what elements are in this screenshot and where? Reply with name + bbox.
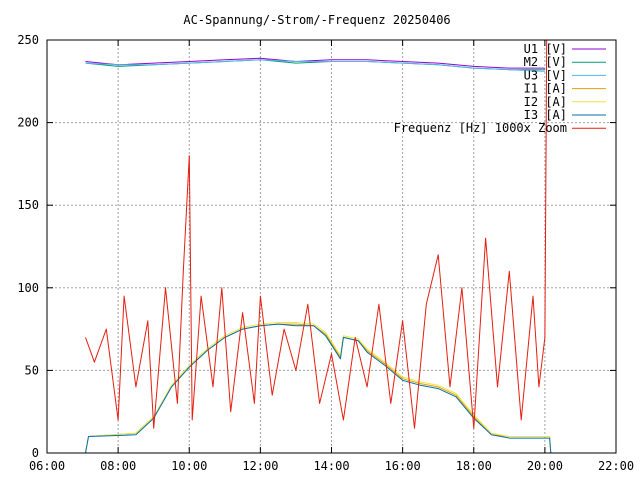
y-tick-label: 100	[17, 281, 39, 295]
x-tick-label: 06:00	[29, 459, 65, 473]
y-tick-label: 250	[17, 33, 39, 47]
chart-title: AC-Spannung/-Strom/-Frequenz 20250406	[183, 13, 450, 27]
legend-label-6: I3 [A]	[524, 108, 567, 122]
series-line-6	[85, 323, 552, 454]
legend-label-2: M2 [V]	[524, 55, 567, 69]
legend-label-3: U3 [V]	[524, 68, 567, 82]
legend-label-5: I2 [A]	[524, 95, 567, 109]
x-tick-label: 16:00	[385, 459, 421, 473]
series-layer	[85, 39, 552, 454]
legend-label-1: U1 [V]	[524, 42, 567, 56]
series-line-7	[85, 39, 548, 429]
y-tick-label: 200	[17, 116, 39, 130]
axes: 0 50 100 150 200 250 06:00 08:00 10:00 12:00 14:00…	[17, 33, 634, 473]
y-tick-label: 50	[25, 363, 39, 377]
x-tick-label: 22:00	[598, 459, 634, 473]
y-tick-label: 0	[32, 446, 39, 460]
x-tick-label: 12:00	[242, 459, 278, 473]
x-tick-label: 10:00	[171, 459, 207, 473]
legend-label-4: I1 [A]	[524, 82, 567, 96]
y-tick-label: 150	[17, 198, 39, 212]
x-tick-label: 20:00	[527, 459, 563, 473]
series-line-3	[85, 59, 545, 72]
grid	[47, 40, 616, 453]
x-tick-label: 08:00	[100, 459, 136, 473]
series-line-1	[85, 57, 545, 69]
x-tick-label: 18:00	[456, 459, 492, 473]
legend-label-7: Frequenz [Hz] 1000x Zoom	[394, 121, 567, 135]
x-tick-label: 14:00	[313, 459, 349, 473]
legend: U1 [V]M2 [V]U3 [V]I1 [A]I2 [A]I3 [A]Freq…	[394, 42, 606, 135]
